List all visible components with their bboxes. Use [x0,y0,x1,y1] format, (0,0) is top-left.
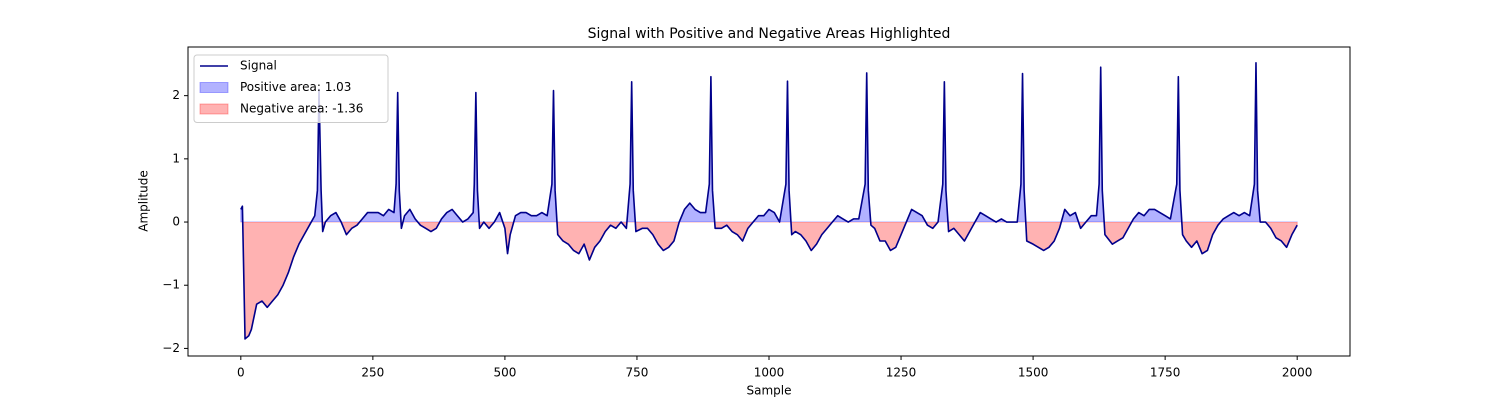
x-tick-label: 250 [361,366,384,380]
x-axis-label: Sample [747,384,792,398]
y-tick-label: 2 [172,88,180,102]
legend-swatch [199,103,229,115]
x-tick-label: 2000 [1282,366,1313,380]
chart-title: Signal with Positive and Negative Areas … [588,26,951,42]
y-tick-label: −2 [162,341,180,355]
x-tick-label: 1250 [886,366,917,380]
signal-line [240,62,1298,340]
plot-area [240,62,1298,341]
y-tick-label: 0 [172,215,180,229]
x-tick-label: 750 [626,366,649,380]
y-axis-label: Amplitude [137,170,151,232]
legend: Signal Positive area: 1.03 Negative area: … [193,54,389,123]
x-tick-label: 1500 [1018,366,1049,380]
x-tick-label: 1750 [1150,366,1181,380]
legend-frame [193,54,389,123]
legend-label: Positive area: 1.03 [240,80,351,94]
y-tick-label: −1 [162,278,180,292]
legend-label: Signal [240,59,277,73]
legend-label: Negative area: -1.36 [240,102,363,116]
x-tick-label: 0 [237,366,245,380]
x-tick-label: 1000 [754,366,785,380]
x-tick-label: 500 [493,366,516,380]
y-tick-label: 1 [172,151,180,165]
legend-swatch [199,82,229,93]
